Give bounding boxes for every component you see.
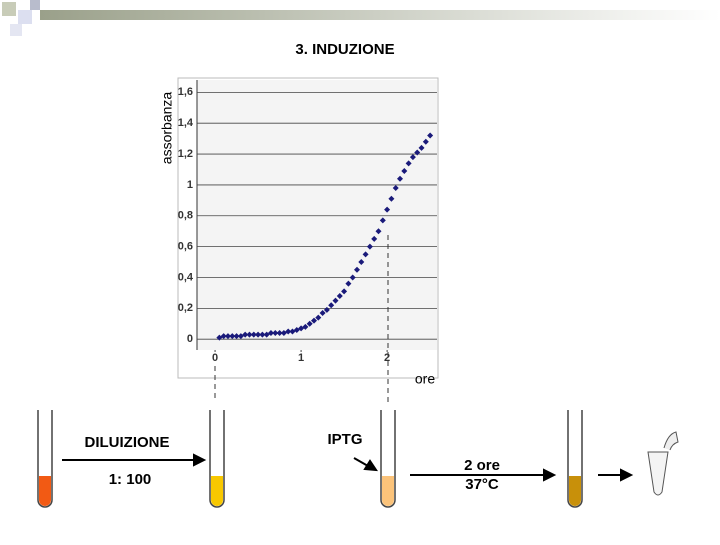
data-point — [375, 228, 382, 235]
data-point — [250, 331, 257, 338]
x-axis-label: ore — [415, 371, 435, 387]
data-point — [328, 302, 335, 309]
corner-squares — [2, 0, 40, 36]
data-point — [366, 243, 373, 250]
data-point — [392, 185, 399, 191]
data-point — [397, 175, 404, 182]
tubes — [37, 410, 679, 508]
guide-lines — [214, 235, 389, 402]
ratio-label: 1: 100 — [109, 471, 152, 488]
data-point — [379, 217, 386, 224]
y-tick-label: 0,2 — [178, 302, 193, 314]
data-point — [332, 297, 339, 304]
data-point — [427, 132, 434, 139]
data-point — [341, 288, 348, 295]
title: 3. INDUZIONE — [295, 41, 394, 58]
y-tick-label: 1 — [187, 179, 193, 191]
y-tick-label: 0,6 — [178, 241, 193, 253]
data-point — [276, 330, 283, 337]
data-point — [246, 331, 253, 338]
data-point — [336, 293, 343, 299]
data-point — [319, 309, 326, 316]
data-point — [315, 314, 322, 321]
data-point — [354, 266, 360, 273]
data-point — [349, 274, 356, 281]
data-point — [224, 333, 231, 340]
data-point — [310, 317, 317, 324]
data-point — [259, 331, 266, 338]
data-point — [267, 330, 274, 337]
data-point — [414, 149, 421, 156]
y-tick-label: 1,6 — [178, 86, 193, 98]
data-point — [229, 333, 236, 340]
data-point — [345, 280, 352, 287]
inducer-label: IPTG — [327, 431, 362, 448]
y-tick-label: 0,8 — [178, 210, 193, 222]
data-point — [401, 168, 408, 175]
y-tick-label: 0 — [187, 333, 193, 345]
data-point — [409, 154, 416, 161]
arrows — [62, 453, 634, 482]
header-band — [40, 10, 720, 20]
plot-area — [197, 80, 437, 350]
data-point — [358, 259, 365, 266]
x-tick-label: 0 — [212, 352, 218, 364]
data-point — [220, 333, 227, 340]
data-point — [422, 138, 429, 145]
y-tick-label: 0,4 — [178, 271, 194, 283]
data-point — [272, 330, 279, 337]
data-point — [306, 320, 313, 327]
data-point — [302, 323, 309, 330]
y-tick-label: 1,4 — [178, 117, 194, 129]
time-label: 2 ore — [464, 457, 500, 474]
data-point — [388, 195, 395, 202]
x-tick-label: 1 — [298, 352, 304, 364]
data-point — [384, 206, 391, 213]
data-point — [323, 306, 330, 313]
data-point — [233, 333, 240, 340]
data-point — [418, 144, 425, 151]
data-point — [255, 331, 262, 338]
data-point — [371, 235, 378, 242]
data-point — [285, 328, 292, 335]
data-point — [242, 331, 249, 338]
x-tick-label: 2 — [384, 352, 390, 364]
data-point — [362, 251, 369, 258]
dilution-label: DILUIZIONE — [85, 434, 170, 451]
y-tick-label: 1,2 — [178, 148, 193, 160]
data-point — [405, 160, 412, 167]
y-axis-label: assorbanza — [159, 92, 175, 165]
temperature-label: 37°C — [465, 476, 499, 493]
